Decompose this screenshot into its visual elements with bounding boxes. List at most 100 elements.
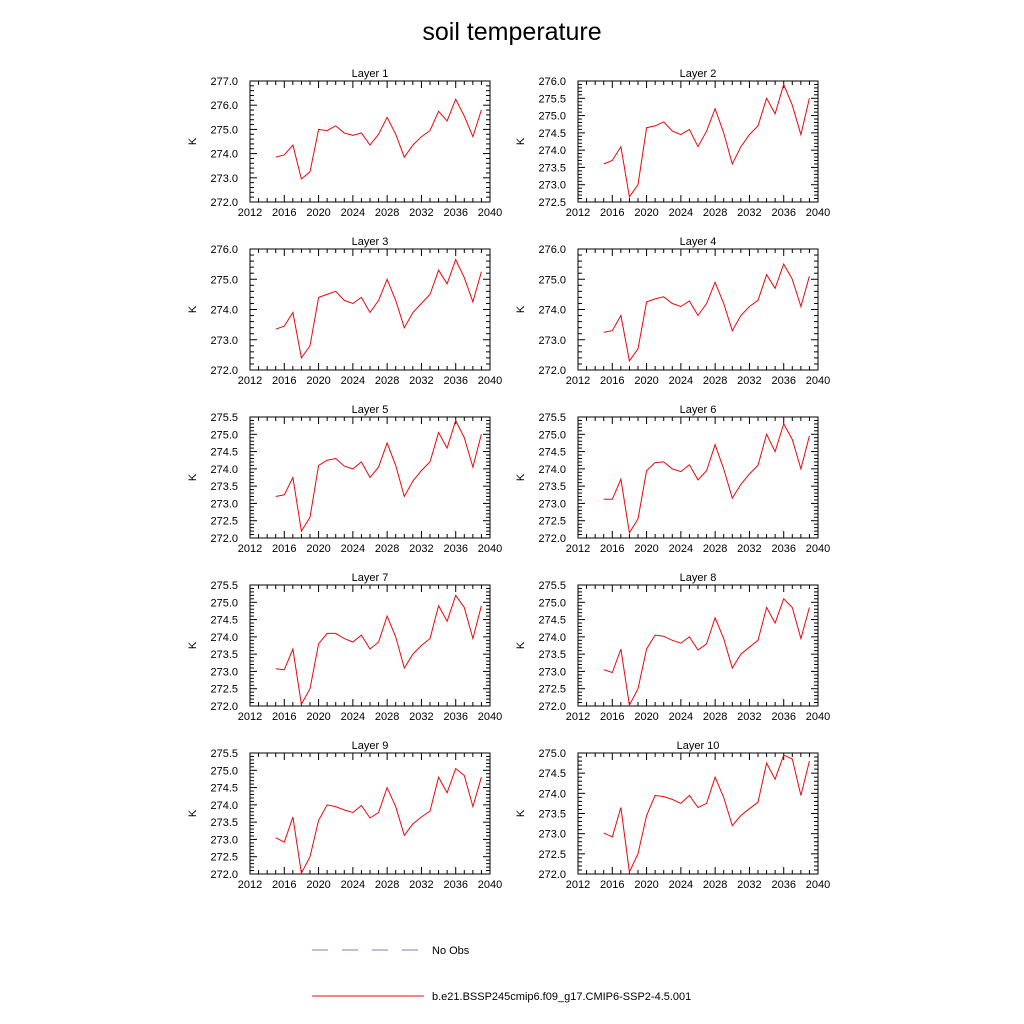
y-tick-label: 275.5 <box>538 412 566 424</box>
panel-title: Layer 3 <box>352 236 389 248</box>
x-tick-label: 2016 <box>272 711 296 723</box>
y-tick-label: 273.5 <box>210 817 238 829</box>
y-axis-label: K <box>515 305 527 313</box>
y-tick-label: 274.5 <box>538 447 566 459</box>
x-tick-label: 2032 <box>409 543 433 555</box>
y-tick-label: 275.5 <box>210 412 238 424</box>
y-tick-label: 275.0 <box>538 597 566 609</box>
x-tick-label: 2024 <box>669 711 693 723</box>
figure-title: soil temperature <box>422 18 601 46</box>
x-tick-label: 2032 <box>737 711 761 723</box>
x-tick-label: 2024 <box>341 711 365 723</box>
x-tick-label: 2016 <box>600 543 624 555</box>
y-tick-label: 273.5 <box>210 649 238 661</box>
y-tick-label: 272.0 <box>538 533 566 545</box>
x-tick-label: 2012 <box>238 207 262 219</box>
y-tick-label: 275.0 <box>210 274 238 286</box>
x-tick-label: 2016 <box>272 207 296 219</box>
y-axis-label: K <box>187 473 199 481</box>
y-tick-label: 272.0 <box>210 197 238 209</box>
x-tick-label: 2020 <box>634 879 658 891</box>
y-tick-label: 272.5 <box>538 849 566 861</box>
panel-layer-7: Layer 7 2012 2016 2020 2024 2028 2032 2036 2040 2… <box>187 572 502 723</box>
y-tick-label: 274.0 <box>210 464 238 476</box>
x-tick-label: 2024 <box>669 207 693 219</box>
series-line-model-run <box>275 97 482 180</box>
plot-frame <box>577 80 819 203</box>
x-tick-label: 2024 <box>341 543 365 555</box>
x-tick-label: 2032 <box>409 207 433 219</box>
y-tick-label: 272.0 <box>210 701 238 713</box>
panel-title: Layer 6 <box>680 404 717 416</box>
y-tick-label: 272.5 <box>538 197 566 209</box>
x-tick-label: 2016 <box>272 879 296 891</box>
panel-layer-8: Layer 8 2012 2016 2020 2024 2028 2032 2036 2040 2… <box>515 572 830 723</box>
y-tick-label: 273.0 <box>538 829 566 841</box>
y-tick-label: 277.0 <box>210 76 238 88</box>
panel-title: Layer 5 <box>352 404 389 416</box>
x-tick-label: 2024 <box>669 375 693 387</box>
y-tick-label: 275.0 <box>538 111 566 123</box>
panel-layer-5: Layer 5 2012 2016 2020 2024 2028 2032 2036 2040 2… <box>187 404 502 555</box>
x-tick-label: 2040 <box>806 543 830 555</box>
y-tick-label: 275.5 <box>210 580 238 592</box>
y-tick-label: 276.0 <box>538 76 566 88</box>
x-tick-label: 2024 <box>669 879 693 891</box>
x-tick-label: 2036 <box>443 375 467 387</box>
y-tick-label: 274.0 <box>538 464 566 476</box>
x-tick-label: 2016 <box>272 543 296 555</box>
y-tick-label: 273.0 <box>210 335 238 347</box>
panels-grid: Layer 1 2012 2016 2020 2024 2028 2032 2036 2040 2… <box>187 68 830 891</box>
y-tick-label: 276.0 <box>210 100 238 112</box>
series-line-model-run <box>603 262 810 363</box>
x-tick-label: 2012 <box>238 879 262 891</box>
y-tick-label: 273.0 <box>210 834 238 846</box>
y-tick-label: 273.0 <box>538 180 566 192</box>
panel-title: Layer 2 <box>680 68 717 80</box>
y-tick-label: 272.0 <box>210 533 238 545</box>
y-axis-label: K <box>187 809 199 817</box>
series-line-model-run <box>275 767 482 875</box>
series-line-model-run <box>603 83 810 199</box>
y-axis-label: K <box>515 641 527 649</box>
x-tick-label: 2020 <box>306 375 330 387</box>
y-tick-label: 272.5 <box>210 852 238 864</box>
y-tick-label: 274.5 <box>210 615 238 627</box>
x-tick-label: 2040 <box>478 375 502 387</box>
x-tick-label: 2040 <box>806 711 830 723</box>
series-line-model-run <box>275 419 482 533</box>
x-tick-label: 2020 <box>634 375 658 387</box>
x-tick-label: 2036 <box>771 879 795 891</box>
y-tick-label: 275.0 <box>210 124 238 136</box>
y-tick-label: 275.5 <box>538 580 566 592</box>
legend-label-no-obs: No Obs <box>432 945 470 957</box>
y-tick-label: 274.0 <box>210 800 238 812</box>
plot-frame <box>249 752 491 875</box>
x-tick-label: 2024 <box>669 543 693 555</box>
plot-frame <box>577 416 819 539</box>
x-tick-label: 2032 <box>409 711 433 723</box>
series-line-model-run <box>603 597 810 707</box>
x-tick-label: 2020 <box>306 543 330 555</box>
x-tick-label: 2040 <box>806 879 830 891</box>
y-tick-label: 275.5 <box>538 93 566 105</box>
panel-layer-2: Layer 2 2012 2016 2020 2024 2028 2032 2036 2040 2… <box>515 68 830 219</box>
x-tick-label: 2040 <box>478 207 502 219</box>
y-tick-label: 274.5 <box>538 768 566 780</box>
x-tick-label: 2016 <box>600 375 624 387</box>
x-tick-label: 2028 <box>375 375 399 387</box>
y-axis-label: K <box>515 137 527 145</box>
x-tick-label: 2020 <box>306 711 330 723</box>
y-axis-label: K <box>515 809 527 817</box>
x-tick-label: 2028 <box>703 879 727 891</box>
x-tick-label: 2032 <box>737 207 761 219</box>
panel-layer-3: Layer 3 2012 2016 2020 2024 2028 2032 2036 2040 2… <box>187 236 502 387</box>
y-tick-label: 274.0 <box>538 788 566 800</box>
y-tick-label: 273.0 <box>538 498 566 510</box>
x-tick-label: 2024 <box>341 375 365 387</box>
x-tick-label: 2012 <box>238 543 262 555</box>
x-tick-label: 2012 <box>238 711 262 723</box>
legend: No Obs b.e21.BSSP245cmip6.f09_g17.CMIP6-… <box>312 945 691 1003</box>
panel-title: Layer 4 <box>680 236 717 248</box>
